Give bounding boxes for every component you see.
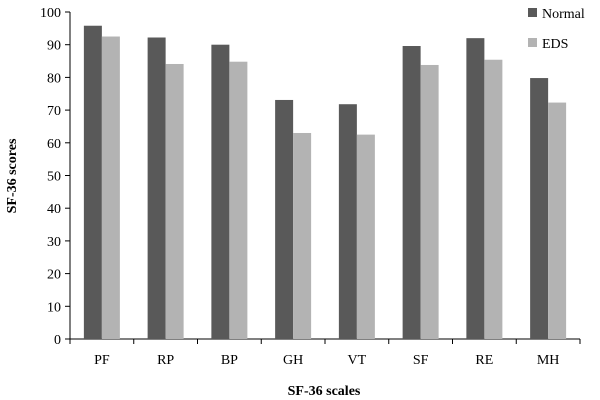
bar-eds-vt xyxy=(356,134,375,339)
bar-eds-bp xyxy=(229,61,248,339)
bar-normal-pf xyxy=(83,25,102,339)
y-tick-label: 20 xyxy=(47,268,61,283)
legend-label-eds: EDS xyxy=(542,37,568,52)
y-tick-label: 30 xyxy=(47,235,61,250)
bar-eds-sf xyxy=(420,64,439,339)
x-tick-label: MH xyxy=(537,353,560,368)
bars xyxy=(83,25,567,340)
bar-normal-re xyxy=(466,38,485,339)
x-tick-label: SF xyxy=(413,353,429,368)
legend-swatch-normal xyxy=(528,8,537,17)
bar-eds-pf xyxy=(101,36,120,340)
legend-label-normal: Normal xyxy=(542,7,585,22)
bar-eds-rp xyxy=(165,63,184,339)
bar-normal-sf xyxy=(402,46,421,340)
bar-normal-mh xyxy=(530,78,549,339)
legend-swatch-eds xyxy=(528,38,537,47)
bar-normal-vt xyxy=(338,104,357,340)
y-tick-label: 100 xyxy=(40,6,61,21)
x-axis: PF RP BP GH VT SF RE MH xyxy=(69,338,581,368)
y-tick-label: 80 xyxy=(47,71,61,86)
x-tick-label: RP xyxy=(157,353,174,368)
x-tick-label: GH xyxy=(283,353,303,368)
bar-eds-re xyxy=(484,59,503,339)
bar-normal-rp xyxy=(147,37,166,339)
x-tick-label: VT xyxy=(348,353,367,368)
bar-eds-gh xyxy=(293,132,312,339)
y-tick-label: 60 xyxy=(47,137,61,152)
legend: Normal EDS xyxy=(528,7,585,52)
bar-normal-bp xyxy=(211,44,230,339)
x-axis-title: SF-36 scales xyxy=(288,384,361,399)
y-axis: 0 10 20 30 40 50 60 70 80 90 100 xyxy=(40,6,71,348)
bar-eds-mh xyxy=(548,102,567,339)
bar-normal-gh xyxy=(275,99,294,339)
x-tick-label: RE xyxy=(475,353,493,368)
y-tick-label: 10 xyxy=(47,300,61,315)
y-tick-label: 90 xyxy=(47,39,61,54)
y-tick-label: 40 xyxy=(47,202,61,217)
y-tick-label: 70 xyxy=(47,104,61,119)
y-axis-title: SF-36 scores xyxy=(5,138,20,213)
y-tick-label: 0 xyxy=(54,333,61,348)
x-tick-label: PF xyxy=(94,353,110,368)
y-tick-label: 50 xyxy=(47,170,61,185)
x-tick-label: BP xyxy=(221,353,238,368)
